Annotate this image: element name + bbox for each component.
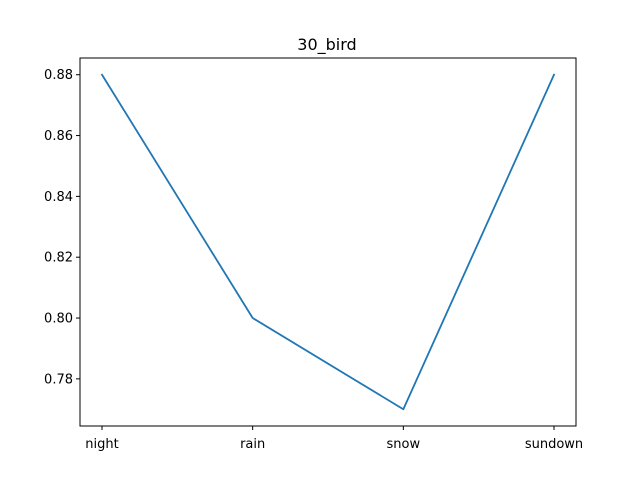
series-layer — [100, 73, 556, 411]
series-line — [100, 73, 556, 411]
x-axis: night rain snow sundown — [85, 426, 583, 452]
y-tick-label: 0.78 — [44, 372, 73, 387]
x-tick-label: sundown — [525, 437, 583, 452]
y-tick-label: 0.88 — [44, 68, 73, 83]
x-tick-label: night — [85, 437, 118, 452]
x-tick-label: rain — [240, 437, 265, 452]
chart-title: 30_bird — [297, 35, 356, 55]
y-tick-label: 0.86 — [44, 129, 73, 144]
x-tick-label: snow — [387, 437, 421, 452]
y-tick-label: 0.82 — [44, 251, 73, 266]
plot-frame — [79, 57, 577, 427]
y-axis: 0.78 0.80 0.82 0.84 0.86 0.88 — [44, 68, 80, 387]
y-tick-label: 0.84 — [44, 190, 73, 205]
y-tick-label: 0.80 — [44, 312, 73, 327]
